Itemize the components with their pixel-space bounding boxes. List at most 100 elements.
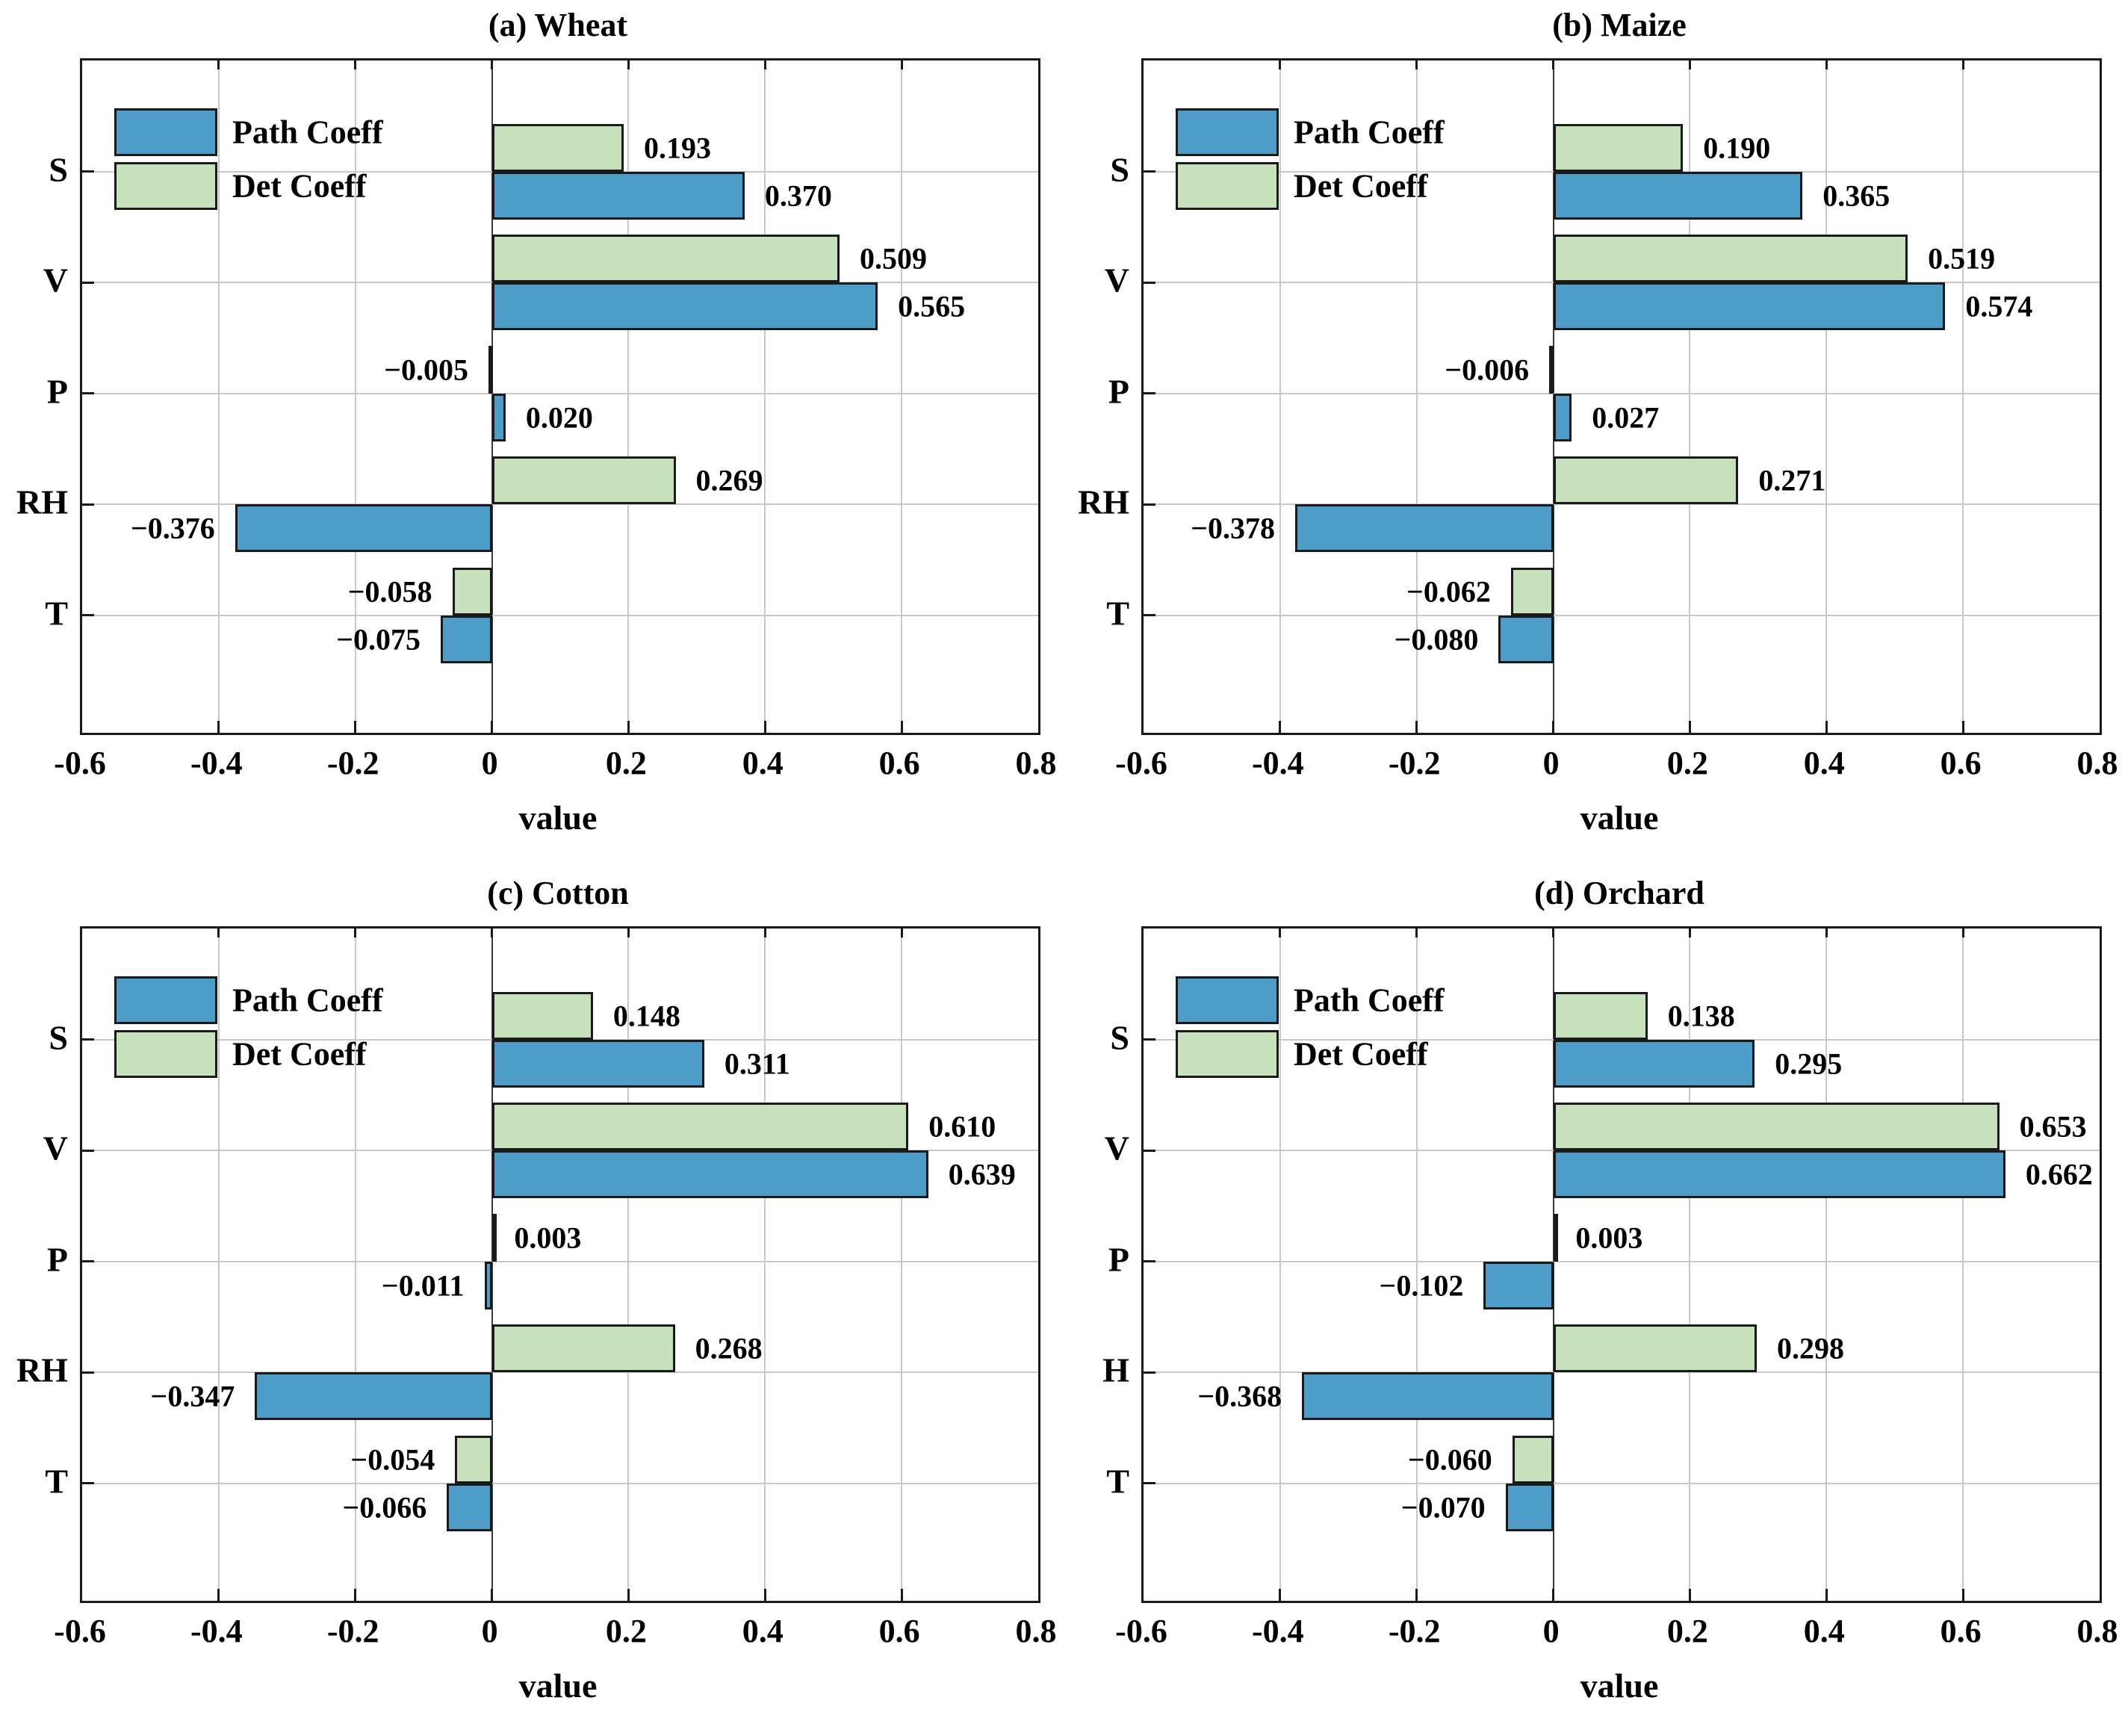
x-axis-tick-label: -0.6	[1115, 1613, 1167, 1649]
x-axis-tick-mark	[217, 1589, 220, 1601]
y-axis-category-label: V	[1104, 261, 1129, 300]
y-axis-tick-mark	[82, 170, 94, 173]
y-axis-tick-mark	[82, 1371, 94, 1374]
y-axis-category-label: RH	[16, 483, 68, 521]
x-axis-tick-label: 0.2	[1666, 1613, 1708, 1649]
legend-label: Det Coeff	[232, 1035, 367, 1073]
x-axis-tick-mark	[1961, 929, 1964, 937]
bar-value-label: −0.058	[347, 574, 432, 608]
x-axis-tick-mark	[1279, 721, 1282, 733]
x-axis-tick-label: -0.4	[1252, 1613, 1304, 1649]
legend-swatch-path-coeff	[114, 108, 217, 156]
bar-value-label: 0.003	[514, 1221, 582, 1254]
x-axis-tick-label: 0.6	[878, 745, 920, 781]
bar-value-label: −0.368	[1197, 1379, 1282, 1413]
x-axis-tick-label: 0.6	[1940, 1613, 1982, 1649]
chart-panel-a: (a) Wheat 0.193 0.370 0.509 0.565 −0.005 0.020…	[0, 0, 1061, 868]
x-axis-tick-label: 0.2	[605, 1613, 647, 1649]
bar-path-coeff	[447, 1483, 492, 1531]
legend-label: Det Coeff	[1294, 167, 1428, 205]
y-axis-tick-mark	[1144, 1482, 1155, 1484]
gridline-horizontal	[82, 1482, 1038, 1484]
y-axis-category-label: S	[1110, 1018, 1129, 1056]
gridline-vertical	[1415, 61, 1418, 733]
gridline-vertical	[1689, 929, 1691, 1601]
x-axis-title: value	[1580, 799, 1659, 837]
gridline-vertical	[1962, 929, 1964, 1601]
x-axis-tick-label: 0.8	[1015, 745, 1057, 781]
x-axis-tick-mark	[900, 61, 903, 69]
x-axis-tick-mark	[763, 929, 766, 937]
x-axis-tick-label: 0.4	[742, 745, 784, 781]
gridline-vertical	[1689, 61, 1691, 733]
bar-value-label: −0.011	[381, 1268, 465, 1302]
x-axis-tick-mark	[1415, 61, 1418, 69]
x-axis-tick-mark	[1961, 721, 1964, 733]
x-axis-tick-label: 0.4	[1803, 1613, 1845, 1649]
x-axis-tick-mark	[354, 1589, 357, 1601]
bar-path-coeff	[235, 504, 492, 552]
zero-line	[491, 929, 493, 1601]
bar-det-coeff	[491, 235, 840, 282]
gridline-horizontal	[1144, 614, 2100, 616]
bar-det-coeff	[1553, 991, 1648, 1040]
bar-value-label: −0.376	[131, 511, 215, 545]
gridline-horizontal	[1144, 503, 2100, 505]
bar-det-coeff	[1512, 1435, 1554, 1484]
plot-area: 0.148 0.311 0.610 0.639 0.003 −0.011 0.268 −0.3…	[80, 926, 1040, 1603]
x-axis-tick-label: 0	[1542, 1613, 1560, 1649]
bar-path-coeff	[491, 171, 745, 220]
gridline-horizontal	[82, 503, 1038, 505]
x-axis-tick-mark	[1688, 61, 1691, 69]
bar-path-coeff	[1553, 1039, 1755, 1088]
bar-value-label: −0.075	[336, 622, 421, 656]
y-axis-category-label: V	[43, 1129, 68, 1168]
x-axis-tick-label: 0.8	[2076, 745, 2118, 781]
gridline-vertical	[217, 929, 220, 1601]
x-axis-tick-mark	[1688, 929, 1691, 937]
x-axis-tick-label: -0.6	[1115, 745, 1167, 781]
y-axis-tick-mark	[1144, 392, 1155, 394]
x-axis-tick-mark	[491, 61, 494, 69]
gridline-vertical	[1279, 61, 1281, 733]
bar-value-label: 0.269	[695, 463, 763, 497]
x-axis-tick-label: -0.4	[1252, 745, 1304, 781]
bar-value-label: −0.062	[1406, 574, 1491, 608]
gridline-vertical	[354, 61, 356, 733]
legend-label: Path Coeff	[1294, 982, 1445, 1019]
gridline-horizontal	[82, 392, 1038, 394]
bar-value-label: 0.565	[898, 289, 966, 323]
bar-value-label: −0.060	[1407, 1442, 1492, 1476]
x-axis-title: value	[518, 1667, 598, 1705]
bar-det-coeff	[1553, 456, 1739, 504]
bar-value-label: 0.653	[2019, 1109, 2087, 1144]
x-axis-tick-mark	[1825, 61, 1828, 69]
x-axis-tick-mark	[1552, 929, 1555, 937]
bar-det-coeff	[1553, 1324, 1758, 1372]
x-axis-tick-mark	[1415, 1589, 1418, 1601]
chart-title: (b) Maize	[1552, 7, 1687, 43]
gridline-vertical	[901, 61, 903, 733]
bar-path-coeff	[255, 1372, 492, 1420]
y-axis-tick-mark	[82, 1260, 94, 1262]
bar-value-label: 0.027	[1592, 400, 1660, 434]
chart-panel-d: (d) Orchard 0.138 0.295 0.653 0.662 0.003 −0.1…	[1061, 868, 2122, 1736]
x-axis-tick-mark	[627, 721, 630, 733]
y-axis-category-label: H	[1102, 1351, 1129, 1389]
gridline-vertical	[627, 61, 630, 733]
x-axis-tick-mark	[1279, 61, 1282, 69]
x-axis-tick-label: 0.6	[878, 1613, 920, 1649]
x-axis-tick-label: -0.6	[54, 1613, 106, 1649]
bar-path-coeff	[491, 1039, 704, 1088]
bar-det-coeff	[491, 1324, 675, 1372]
y-axis-tick-mark	[1144, 1371, 1155, 1374]
y-axis-category-label: T	[1106, 1462, 1129, 1500]
x-axis-tick-mark	[1415, 929, 1418, 937]
gridline-horizontal	[1144, 1371, 2100, 1373]
x-axis-tick-mark	[1279, 929, 1282, 937]
bar-path-coeff	[441, 615, 492, 663]
bar-det-coeff	[452, 567, 492, 616]
zero-line	[1552, 929, 1554, 1601]
bar-path-coeff	[491, 282, 878, 330]
